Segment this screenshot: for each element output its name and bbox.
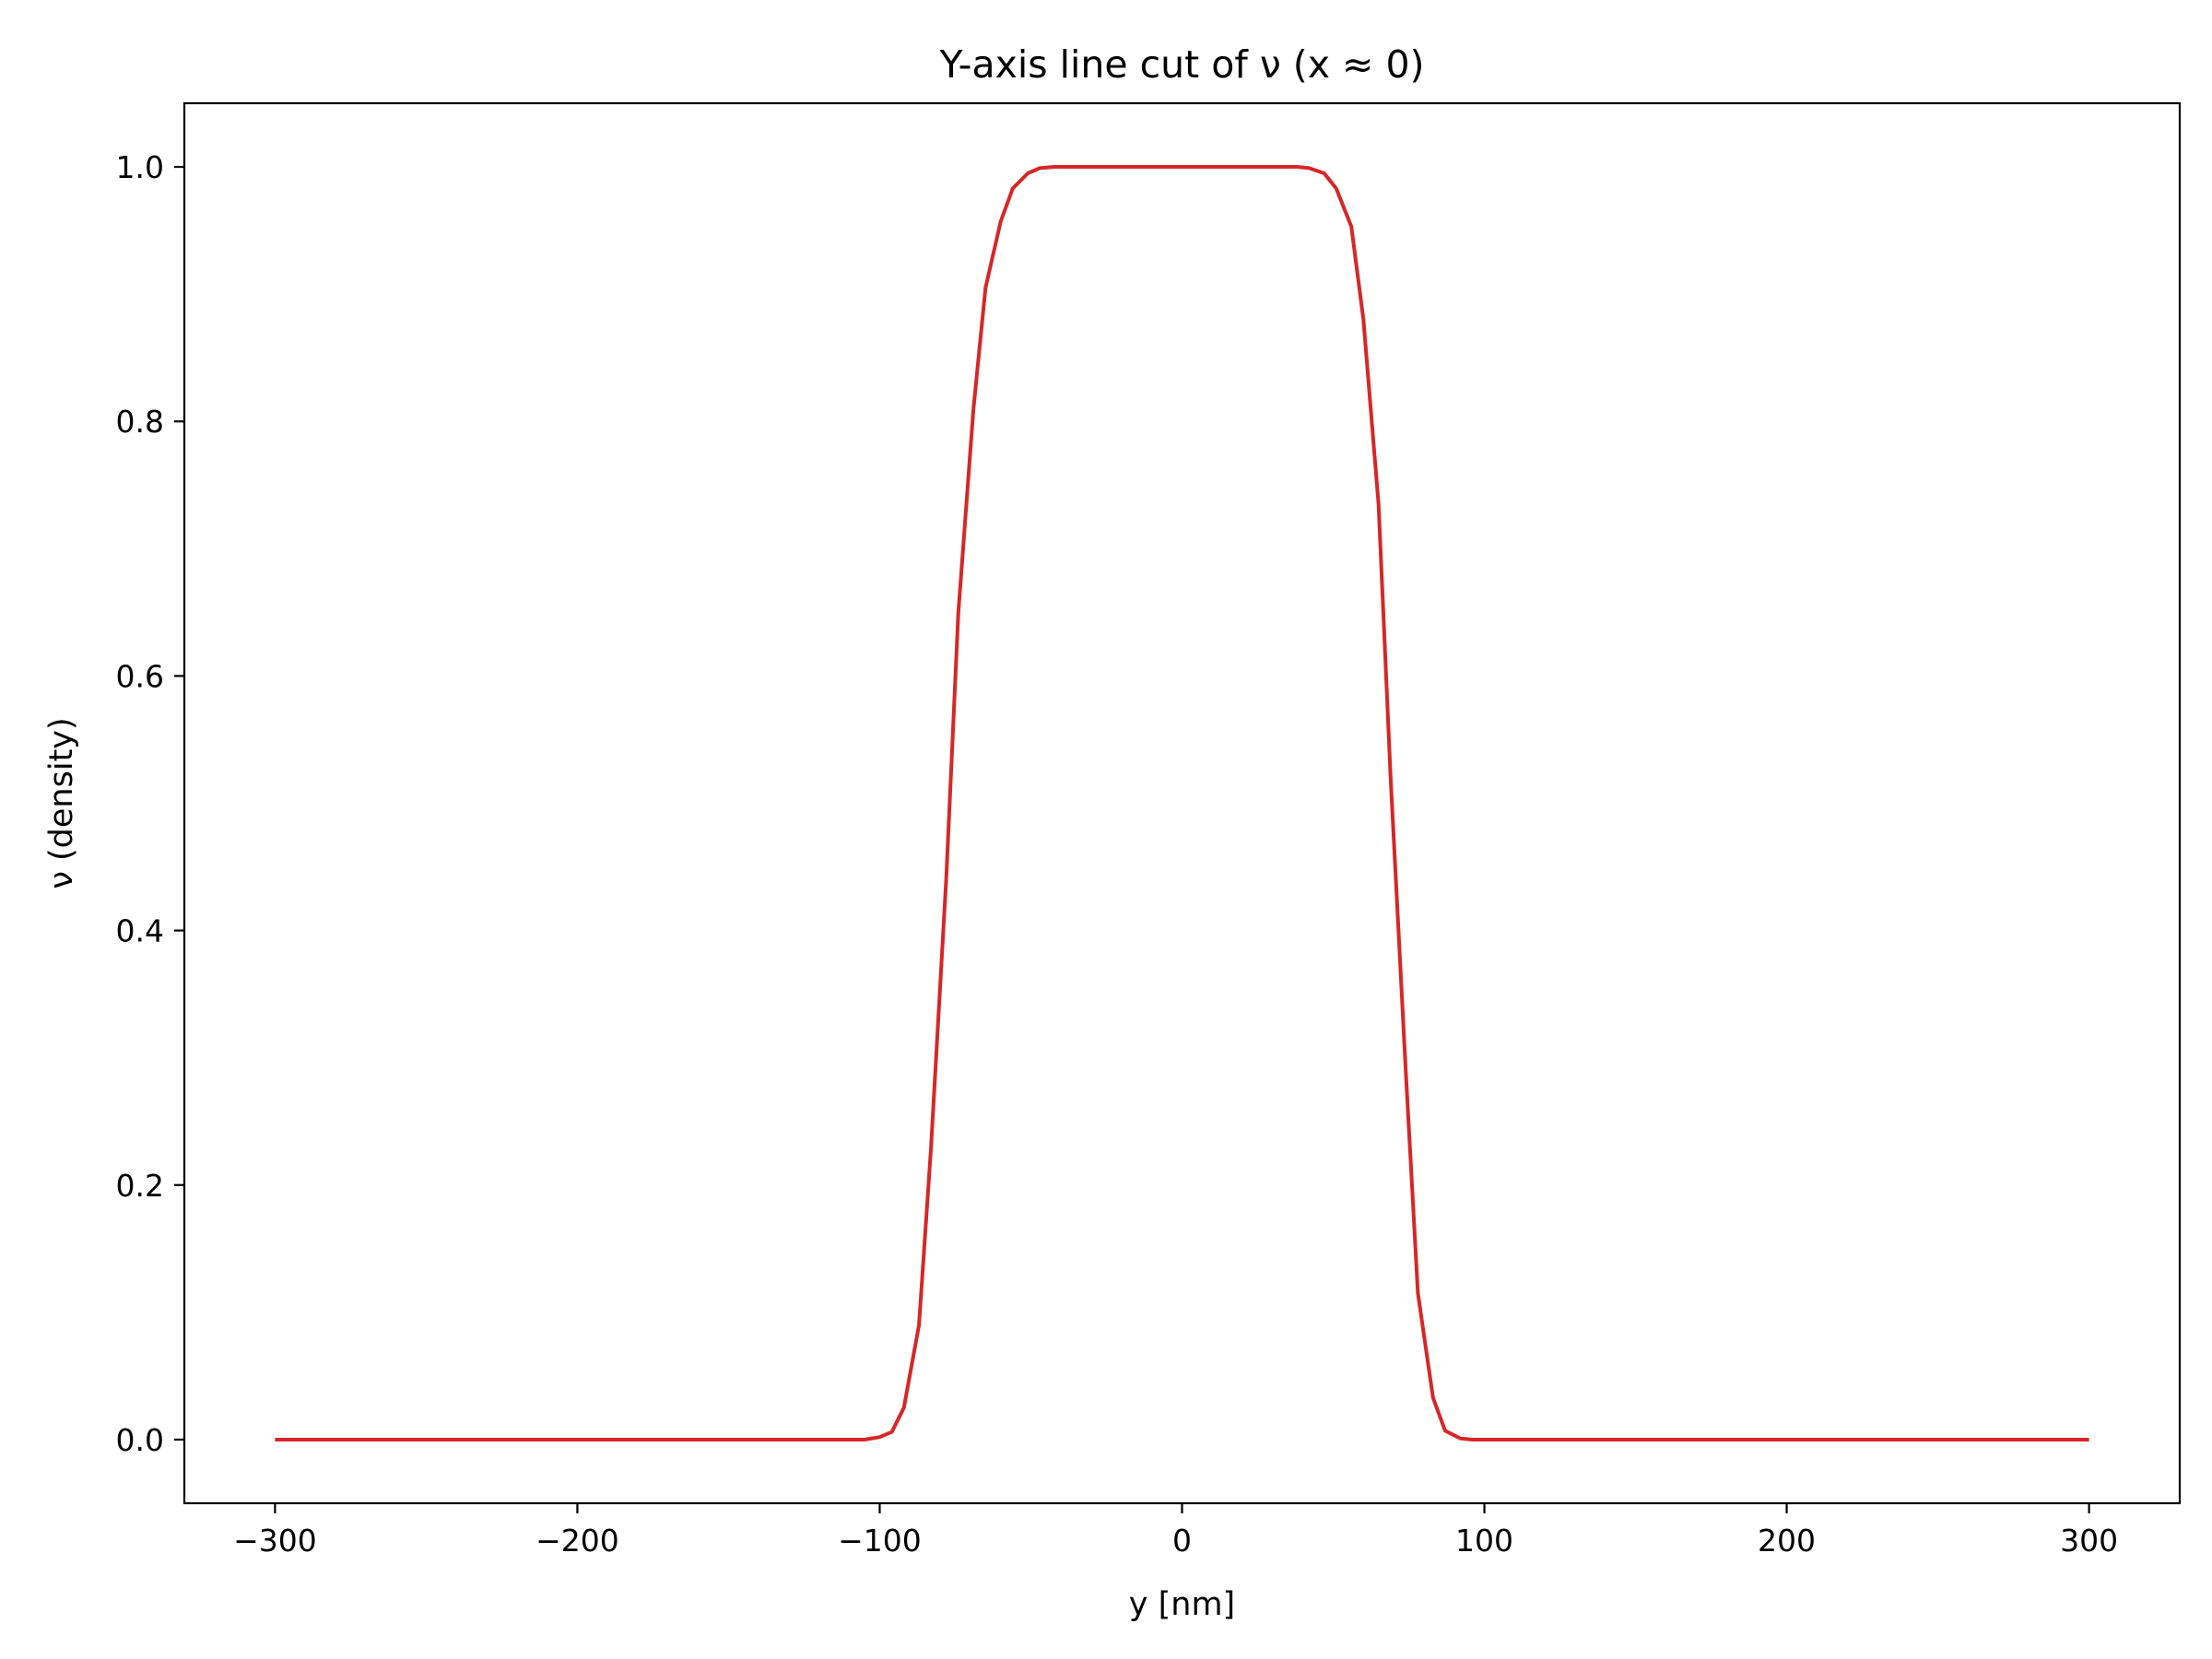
x-tick-label: −200 — [535, 1523, 619, 1559]
plot-area — [275, 165, 2089, 1441]
x-tick-label: 0 — [1172, 1523, 1192, 1559]
y-tick-label: 1.0 — [116, 149, 164, 185]
x-axis-ticks: −300 −200 −100 0 100 200 300 — [233, 1503, 2118, 1559]
y-tick-label: 0.8 — [116, 404, 164, 440]
y-tick-label: 0.4 — [116, 913, 164, 949]
x-axis-label: y [nm] — [1129, 1586, 1235, 1623]
chart-title: Y-axis line cut of ν (x ≈ 0) — [938, 42, 1424, 87]
y-tick-label: 0.0 — [116, 1422, 164, 1458]
series-line-0 — [275, 165, 2089, 1441]
y-axis-label: ν (density) — [43, 717, 80, 888]
x-tick-label: −300 — [233, 1523, 317, 1559]
y-tick-label: 0.6 — [116, 658, 164, 694]
x-tick-label: 200 — [1758, 1523, 1816, 1559]
x-tick-label: 300 — [2060, 1523, 2118, 1559]
y-tick-label: 0.2 — [116, 1168, 164, 1204]
y-axis-ticks: 0.0 0.2 0.4 0.6 0.8 1.0 — [116, 149, 184, 1458]
x-tick-label: 100 — [1455, 1523, 1513, 1559]
axes-frame — [182, 101, 2182, 1505]
x-tick-label: −100 — [838, 1523, 922, 1559]
